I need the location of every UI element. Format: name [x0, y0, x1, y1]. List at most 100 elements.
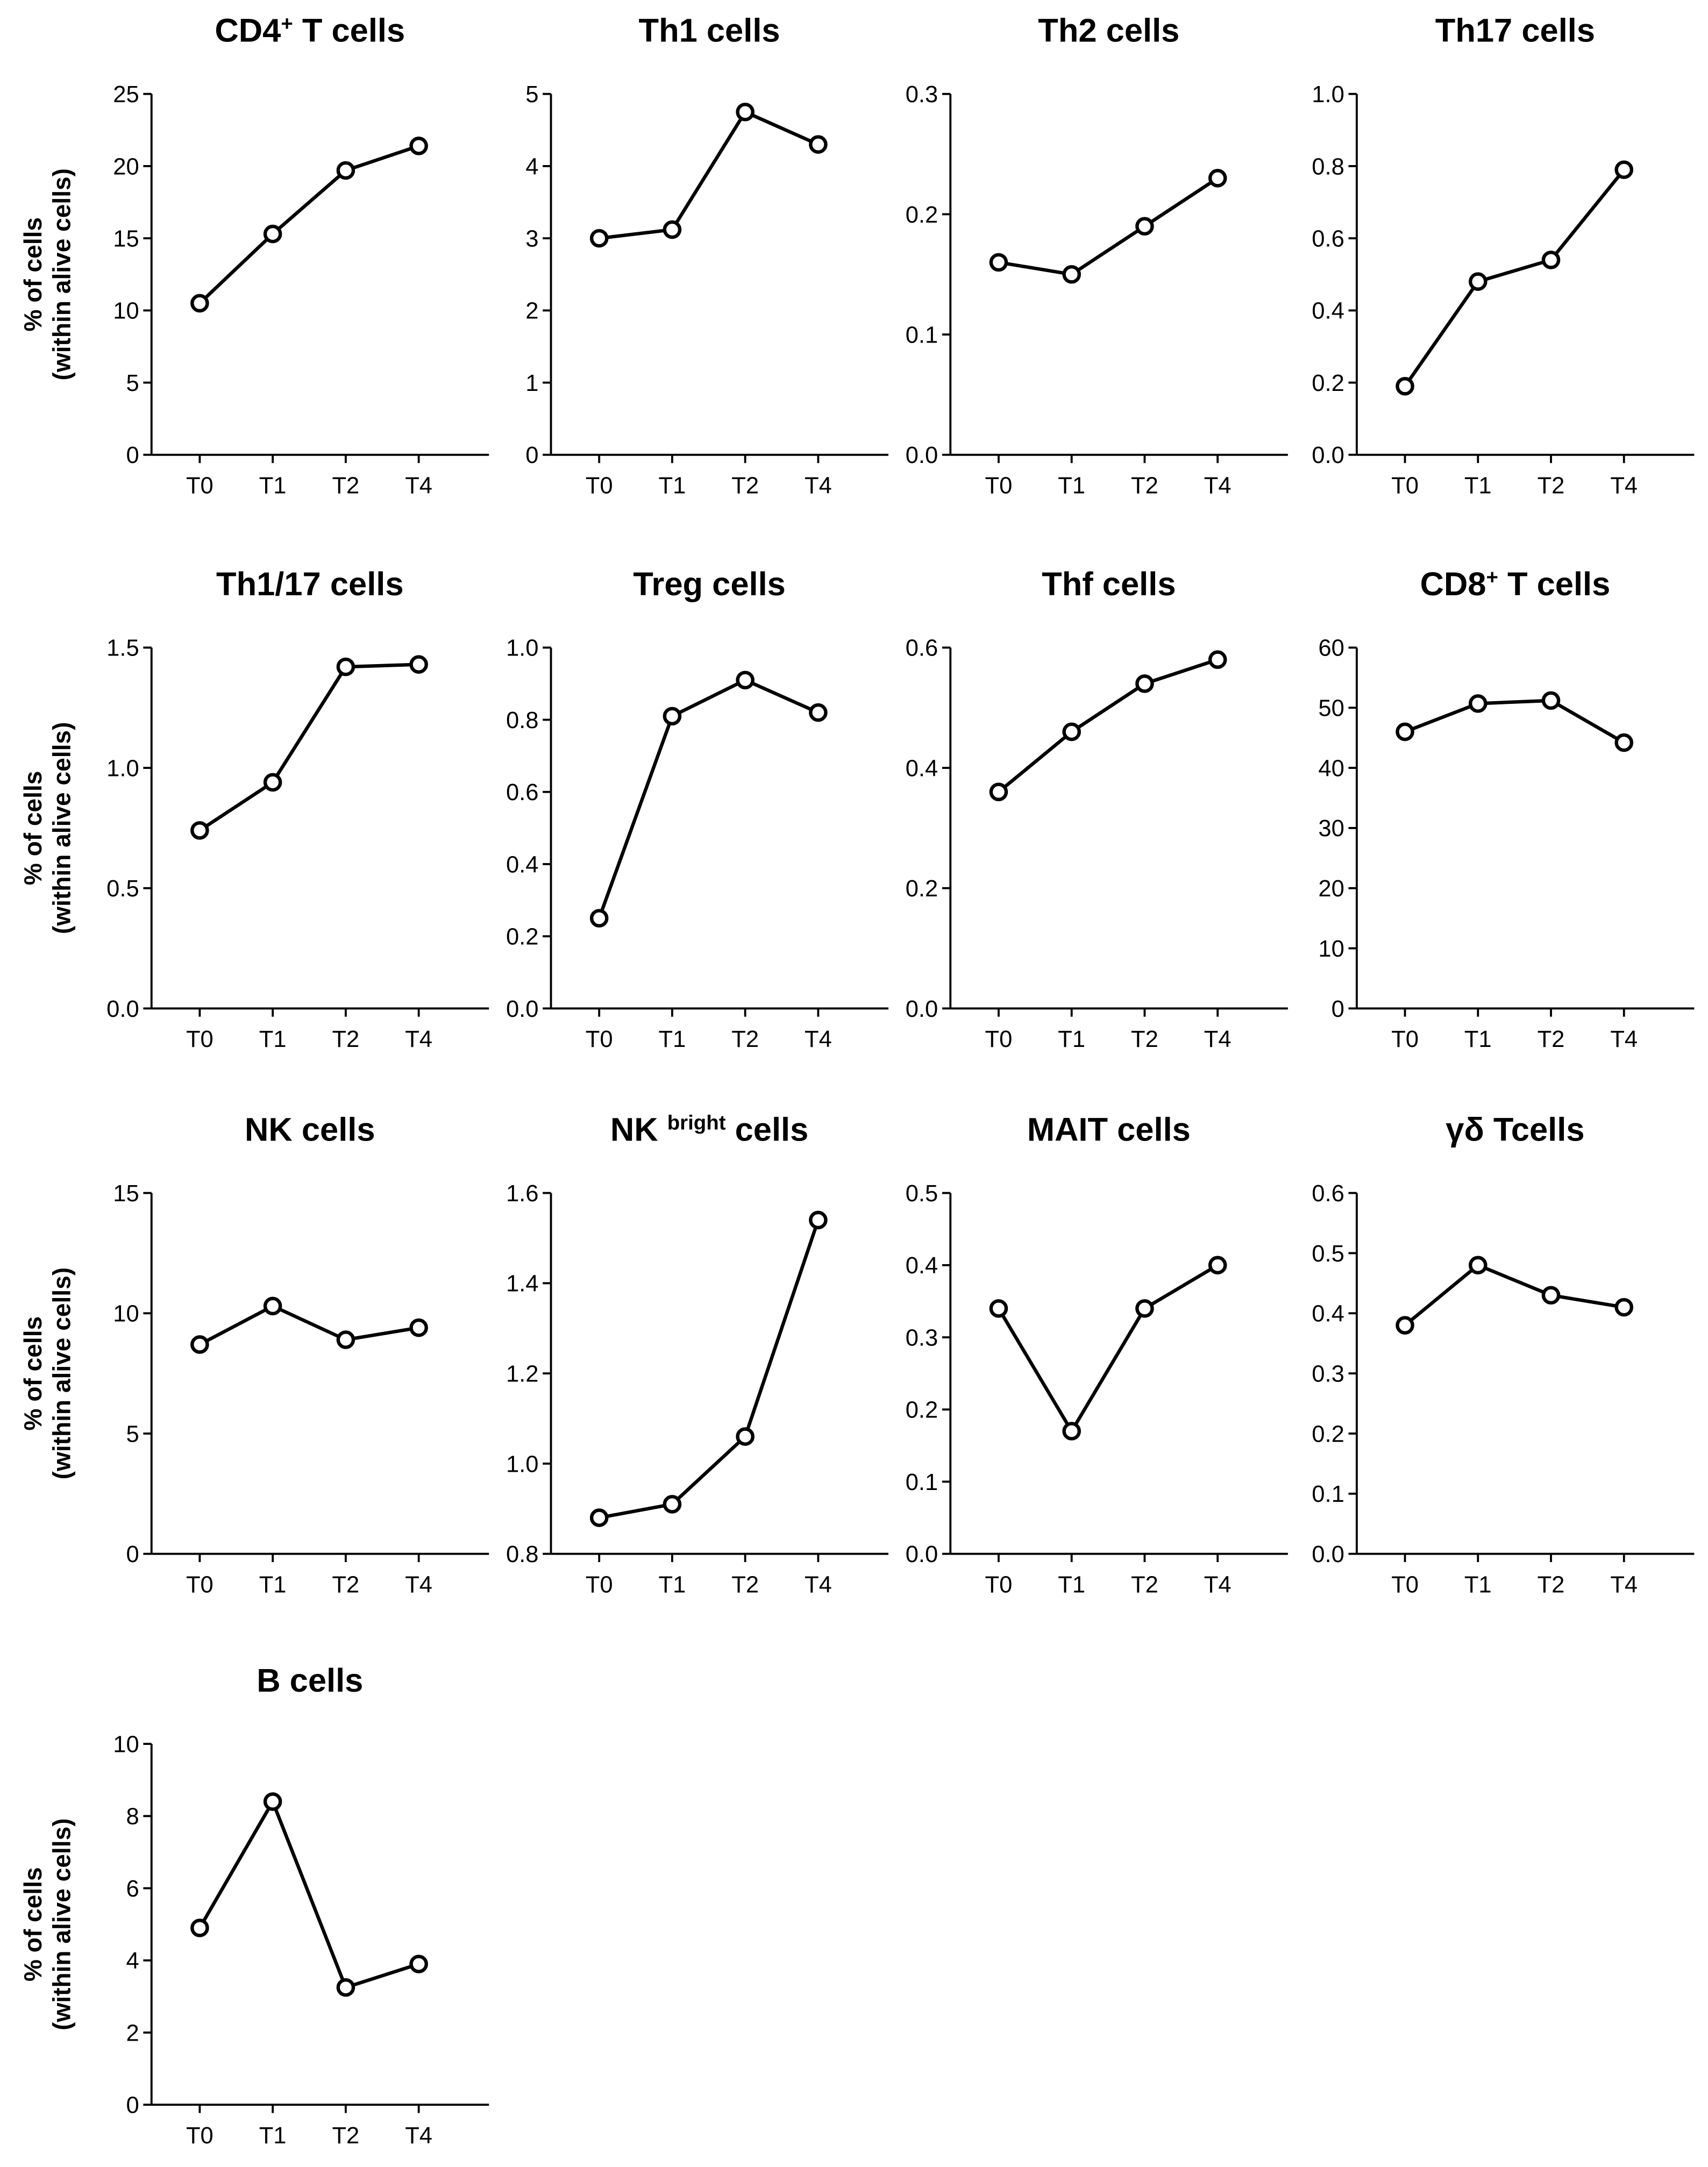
data-point	[409, 137, 428, 155]
y-tick-label: 0	[126, 2093, 139, 2119]
chart-panel: Th2 cells 0.0 0.1 0.2 0.3 T0 T1 T2 T4	[906, 12, 1288, 498]
x-tick-label: T1	[659, 473, 686, 498]
x-tick-label: T4	[1204, 1027, 1232, 1052]
data-point	[1135, 674, 1154, 693]
y-tick-label: 1.4	[506, 1271, 539, 1297]
y-tick-label: 0.4	[1312, 1301, 1344, 1327]
x-tick-label: T1	[659, 1027, 686, 1052]
x-tick-label: T1	[1058, 473, 1085, 498]
x-tick-label: T1	[259, 1027, 287, 1052]
x-tick-label: T4	[805, 473, 832, 498]
series-line	[599, 110, 819, 240]
data-point	[263, 1792, 282, 1811]
data-point	[1396, 722, 1414, 742]
y-tick-label: 10	[113, 1301, 139, 1327]
y-tick-label: 6	[126, 1876, 139, 1902]
data-point	[1208, 650, 1227, 669]
y-axis-label: % of cells(within alive cells)	[19, 1267, 76, 1479]
x-tick-label: T0	[586, 1572, 613, 1598]
y-tick-label: 0.8	[506, 708, 539, 733]
y-tick-label: 0.1	[906, 1470, 938, 1495]
y-tick-label: 0.6	[1312, 226, 1344, 252]
data-point	[589, 1508, 609, 1527]
data-point	[409, 1955, 428, 1973]
data-point	[1614, 160, 1634, 179]
y-tick-label: 4	[525, 154, 538, 180]
data-point	[263, 1296, 282, 1316]
y-tick-label: 60	[1318, 636, 1344, 661]
y-label-line2: (within alive cells)	[48, 1818, 76, 2030]
data-point	[1614, 733, 1634, 752]
y-tick-label: 0.6	[1312, 1181, 1344, 1207]
y-tick-label: 0.4	[506, 852, 539, 878]
y-tick-label: 0.8	[1312, 154, 1344, 180]
data-point	[663, 707, 682, 726]
data-point	[736, 102, 755, 122]
y-tick-label: 0	[1332, 996, 1344, 1022]
y-tick-label: 25	[113, 82, 139, 108]
y-tick-label: 50	[1318, 696, 1344, 722]
x-tick-label: T1	[1058, 1572, 1085, 1598]
y-axis-label: % of cells(within alive cells)	[19, 1818, 76, 2030]
chart-title: Th1 cells	[639, 12, 780, 49]
y-tick-label: 0.0	[906, 1542, 938, 1567]
data-point	[1541, 691, 1561, 710]
data-point	[190, 294, 209, 313]
y-label-line1: % of cells	[19, 1867, 47, 1981]
title-rest: T cells	[1498, 566, 1610, 603]
y-tick-label: 0.4	[906, 755, 938, 781]
y-tick-label: 0.0	[106, 996, 139, 1022]
title-main: NK	[610, 1111, 667, 1148]
data-point	[589, 229, 609, 248]
data-point	[1468, 694, 1488, 713]
x-tick-label: T2	[1538, 473, 1565, 498]
x-tick-label: T1	[1058, 1027, 1085, 1052]
data-point	[190, 821, 209, 840]
chart-title: Th17 cells	[1435, 12, 1595, 49]
data-point	[809, 703, 828, 722]
y-tick-label: 2	[525, 298, 538, 324]
x-tick-label: T2	[731, 1027, 759, 1052]
title-main: Thf cells	[1042, 566, 1176, 603]
x-tick-label: T0	[186, 1572, 213, 1598]
x-tick-label: T4	[805, 1027, 832, 1052]
x-tick-label: T4	[1204, 1572, 1232, 1598]
x-tick-label: T2	[332, 1572, 359, 1598]
chart-panel: CD4+ T cells 0 5 10 15 20 25 T0 T1 T2 T4 % of cells…	[19, 12, 489, 498]
y-tick-label: 0.4	[906, 1253, 938, 1279]
x-tick-label: T4	[1610, 1027, 1638, 1052]
series-line	[597, 678, 819, 919]
y-tick-label: 0.0	[906, 443, 938, 468]
y-label-line2: (within alive cells)	[48, 1267, 76, 1479]
title-rest: T cells	[293, 12, 405, 49]
title-main: Th1 cells	[639, 12, 780, 49]
y-tick-label: 0.0	[506, 996, 539, 1022]
y-tick-label: 40	[1318, 755, 1344, 781]
y-tick-label: 1.0	[506, 1451, 539, 1477]
data-point	[1396, 376, 1414, 396]
y-tick-label: 1.0	[1312, 82, 1344, 108]
x-tick-label: T2	[332, 1027, 359, 1052]
data-point	[336, 657, 355, 676]
chart-title: NK cells	[245, 1111, 375, 1148]
series-line	[599, 1219, 820, 1520]
x-tick-label: T0	[1391, 1027, 1419, 1052]
chart-panel: Thf cells 0.0 0.2 0.4 0.6 T0 T1 T2 T4	[906, 566, 1288, 1052]
y-tick-label: 1.0	[106, 755, 139, 781]
x-tick-label: T1	[259, 1572, 287, 1598]
y-tick-label: 20	[113, 154, 139, 180]
data-point	[1541, 1286, 1561, 1305]
data-point	[663, 220, 682, 239]
x-tick-label: T4	[1610, 473, 1638, 498]
chart-panel: Th1/17 cells 0.0 0.5 1.0 1.5 T0 T1 T2 T4 % of cel…	[19, 566, 489, 1052]
x-tick-label: T4	[405, 1572, 432, 1598]
y-tick-label: 0.1	[906, 322, 938, 348]
chart-panel: NK bright cells 0.8 1.0 1.2 1.4 1.6 T0 T1 T2 T4	[506, 1111, 889, 1598]
data-point	[1541, 251, 1561, 269]
series-line	[997, 1264, 1219, 1435]
title-main: MAIT cells	[1027, 1111, 1191, 1148]
data-point	[1468, 272, 1488, 291]
x-tick-label: T1	[1464, 1027, 1492, 1052]
chart-title: Th1/17 cells	[216, 566, 404, 603]
y-tick-label: 0.2	[506, 924, 539, 950]
